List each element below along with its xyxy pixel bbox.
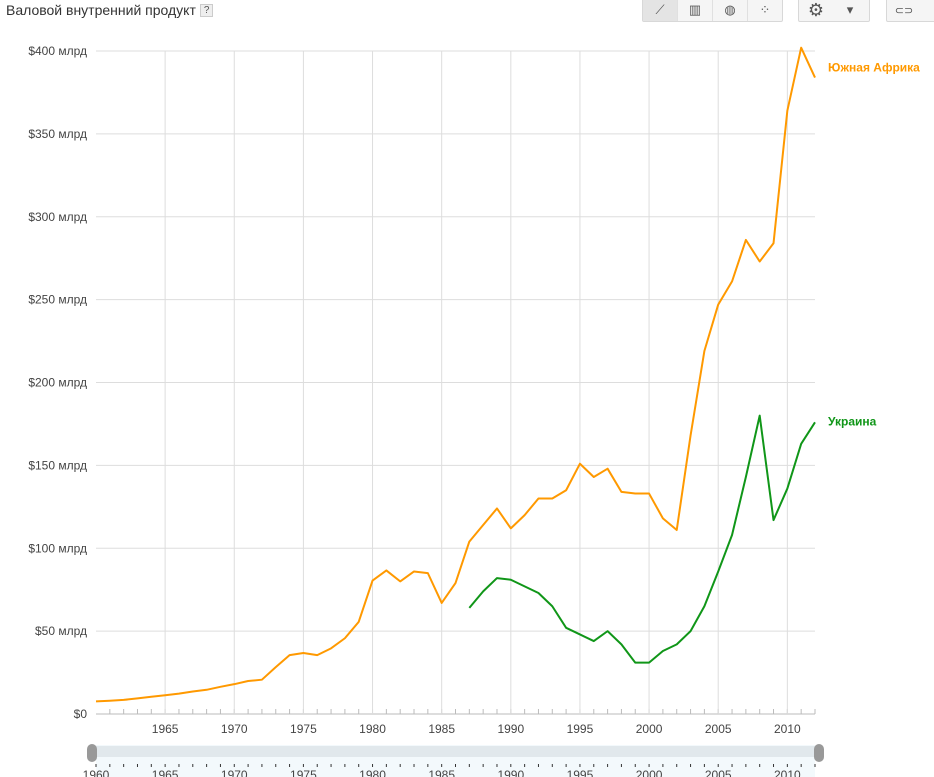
slider-tick-label: 1965 [152,768,179,777]
slider-tick-label: 1960 [83,768,110,777]
y-tick-label: $400 млрд [28,44,87,58]
x-tick-label: 2000 [636,722,663,736]
series-line-0 [95,46,816,703]
y-tick-label: $200 млрд [28,376,87,390]
y-tick-label: $250 млрд [28,293,87,307]
y-tick-label: $350 млрд [28,127,87,141]
slider-tick-label: 1980 [359,768,386,777]
time-slider-range [96,746,815,757]
series-line-1 [468,414,816,664]
y-tick-label: $150 млрд [28,458,87,472]
map-icon[interactable]: ◍ [713,0,748,21]
slider-tick-label: 1970 [221,768,248,777]
bar-chart-icon[interactable]: ▥ [678,0,713,21]
x-tick-label: 1990 [497,722,524,736]
slider-tick-label: 1990 [497,768,524,777]
slider-tick-label: 1995 [567,768,594,777]
slider-tick-label: 2005 [705,768,732,777]
link-icon: ⊂⊃ [894,4,914,17]
slider-handle-end[interactable] [814,744,824,762]
slider-handle-start[interactable] [87,744,97,762]
slider-tick-label: 2000 [636,768,663,777]
slider-tick-label: 2010 [774,768,801,777]
x-tick-label: 1985 [428,722,455,736]
series-label: Украина [828,414,877,428]
slider-tick-label: 1985 [428,768,455,777]
y-tick-label: $300 млрд [28,210,87,224]
y-tick-label: $0 [74,707,88,721]
help-button[interactable]: ? [199,4,214,17]
gear-icon: ⚙ [807,0,825,20]
settings-button[interactable]: ⚙ ▾ [798,0,870,22]
x-tick-label: 1995 [567,722,594,736]
view-switcher: ⟋ ▥ ◍ ⁘ [642,0,783,22]
chevron-down-icon: ▾ [846,2,854,17]
x-tick-label: 1970 [221,722,248,736]
series-label: Южная Африка [828,61,920,75]
x-tick-label: 2010 [774,722,801,736]
y-tick-label: $100 млрд [28,541,87,555]
chart-title: Валовой внутренний продукт? [6,2,214,18]
link-button[interactable]: ⊂⊃ [886,0,934,22]
x-tick-label: 1975 [290,722,317,736]
x-tick-label: 1965 [152,722,179,736]
x-tick-label: 2005 [705,722,732,736]
y-tick-label: $50 млрд [35,624,87,638]
line-chart-icon[interactable]: ⟋ [643,0,678,21]
slider-tick-label: 1975 [290,768,317,777]
x-tick-label: 1980 [359,722,386,736]
title-text: Валовой внутренний продукт [6,2,196,18]
scatter-icon[interactable]: ⁘ [759,2,771,17]
